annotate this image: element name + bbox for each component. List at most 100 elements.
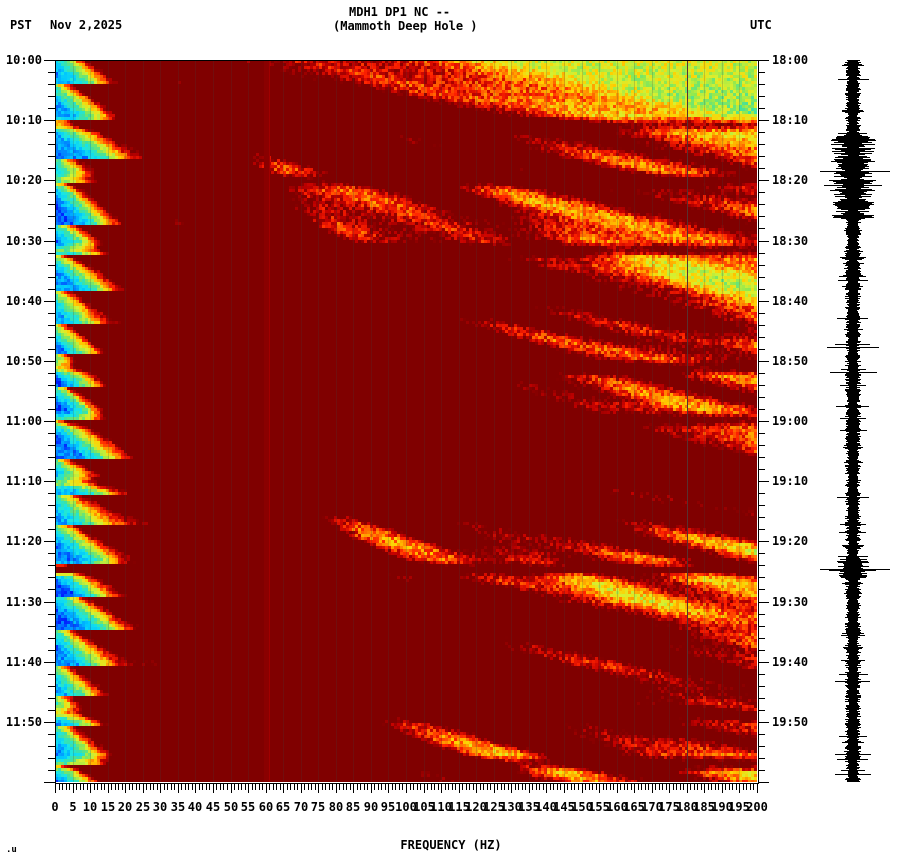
x-major-tick xyxy=(722,784,723,793)
x-minor-tick xyxy=(431,784,432,790)
x-minor-tick xyxy=(659,784,660,790)
frequency-tick-label: 70 xyxy=(293,800,309,814)
x-minor-tick xyxy=(578,784,579,790)
y-major-tick-right xyxy=(758,662,769,663)
y-minor-tick-right xyxy=(758,349,765,350)
frequency-tick-label: 180 xyxy=(676,800,698,814)
x-minor-tick xyxy=(438,784,439,790)
y-major-tick-right xyxy=(758,301,769,302)
x-minor-tick xyxy=(122,784,123,790)
x-minor-tick xyxy=(455,784,456,790)
y-minor-tick-right xyxy=(758,192,765,193)
y-major-tick-right xyxy=(758,361,769,362)
x-minor-tick xyxy=(627,784,628,790)
frequency-tick-label: 30 xyxy=(152,800,168,814)
x-minor-tick xyxy=(87,784,88,790)
x-minor-tick xyxy=(150,784,151,790)
x-minor-tick xyxy=(553,784,554,790)
y-minor-tick-right xyxy=(758,72,765,73)
y-minor-tick-left xyxy=(48,577,55,578)
frequency-tick-label: 45 xyxy=(205,800,221,814)
x-minor-tick xyxy=(711,784,712,790)
x-major-tick xyxy=(353,784,354,793)
y-minor-tick-left xyxy=(48,373,55,374)
x-major-tick xyxy=(125,784,126,793)
x-minor-tick xyxy=(525,784,526,790)
x-minor-tick xyxy=(585,784,586,790)
y-minor-tick-left xyxy=(48,614,55,615)
x-minor-tick xyxy=(624,784,625,790)
x-minor-tick xyxy=(683,784,684,790)
x-minor-tick xyxy=(501,784,502,790)
y-minor-tick-right xyxy=(758,565,765,566)
x-major-tick xyxy=(231,784,232,793)
x-minor-tick xyxy=(567,784,568,790)
date-label: Nov 2,2025 xyxy=(50,18,123,32)
y-major-tick-right xyxy=(758,541,769,542)
x-major-tick xyxy=(459,784,460,793)
y-minor-tick-right xyxy=(758,698,765,699)
y-major-tick-right xyxy=(758,180,769,181)
y-minor-tick-left xyxy=(48,445,55,446)
frequency-tick-label: 10 xyxy=(82,800,98,814)
y-minor-tick-right xyxy=(758,734,765,735)
x-minor-tick xyxy=(171,784,172,790)
y-minor-tick-left xyxy=(48,216,55,217)
x-minor-tick xyxy=(508,784,509,790)
x-minor-tick xyxy=(350,784,351,790)
time-label-pst: 10:00 xyxy=(5,53,42,67)
frequency-tick-label: 185 xyxy=(693,800,715,814)
y-major-tick-left xyxy=(44,361,55,362)
x-minor-tick xyxy=(606,784,607,790)
x-minor-tick xyxy=(69,784,70,790)
y-major-tick-left xyxy=(44,120,55,121)
x-minor-tick xyxy=(648,784,649,790)
frequency-tick-label: 35 xyxy=(170,800,186,814)
x-minor-tick xyxy=(725,784,726,790)
y-minor-tick-left xyxy=(48,650,55,651)
spectrogram-plot[interactable] xyxy=(55,60,757,782)
y-minor-tick-left xyxy=(48,72,55,73)
x-minor-tick xyxy=(167,784,168,790)
x-minor-tick xyxy=(220,784,221,790)
y-major-tick-left xyxy=(44,481,55,482)
time-label-utc: 18:30 xyxy=(772,233,809,248)
y-minor-tick-left xyxy=(48,758,55,759)
time-label-pst: 10:10 xyxy=(5,113,42,128)
time-label-pst: 11:10 xyxy=(5,474,42,489)
y-minor-tick-left xyxy=(48,277,55,278)
x-major-tick xyxy=(529,784,530,793)
y-minor-tick-right xyxy=(758,686,765,687)
x-major-tick xyxy=(424,784,425,793)
x-major-tick xyxy=(599,784,600,793)
x-minor-tick xyxy=(227,784,228,790)
y-minor-tick-left xyxy=(48,698,55,699)
x-major-tick xyxy=(617,784,618,793)
x-minor-tick xyxy=(732,784,733,790)
x-minor-tick xyxy=(596,784,597,790)
x-minor-tick xyxy=(104,784,105,790)
time-label-utc: 19:10 xyxy=(772,474,809,489)
frequency-tick-label: 130 xyxy=(500,800,522,814)
x-minor-tick xyxy=(343,784,344,790)
frequency-tick-label: 40 xyxy=(187,800,203,814)
y-minor-tick-left xyxy=(48,325,55,326)
x-minor-tick xyxy=(557,784,558,790)
x-major-tick xyxy=(143,784,144,793)
y-minor-tick-left xyxy=(48,517,55,518)
x-minor-tick xyxy=(574,784,575,790)
x-major-tick xyxy=(564,784,565,793)
x-minor-tick xyxy=(536,784,537,790)
x-minor-tick xyxy=(297,784,298,790)
x-major-tick xyxy=(704,784,705,793)
x-major-tick xyxy=(108,784,109,793)
x-minor-tick xyxy=(571,784,572,790)
x-minor-tick xyxy=(325,784,326,790)
x-major-tick xyxy=(406,784,407,793)
frequency-tick-label: 90 xyxy=(363,800,379,814)
x-minor-tick xyxy=(729,784,730,790)
frequency-tick-label: 100 xyxy=(395,800,417,814)
x-minor-tick xyxy=(697,784,698,790)
x-major-tick xyxy=(160,784,161,793)
y-minor-tick-right xyxy=(758,144,765,145)
